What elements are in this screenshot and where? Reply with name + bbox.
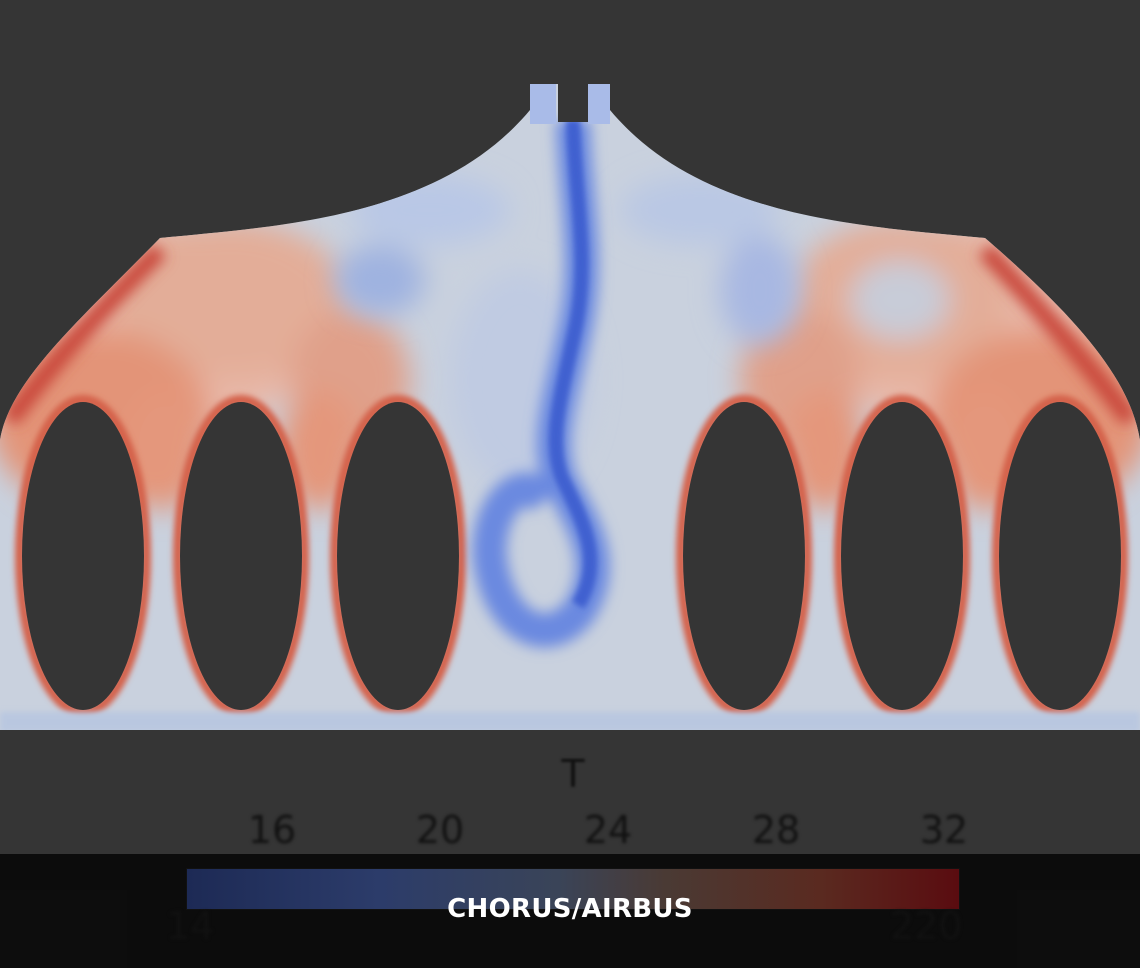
colorbar-tick: 32: [919, 808, 969, 852]
cabin-section: [0, 84, 1140, 730]
cutout-ellipse-1: [22, 402, 144, 710]
colorbar-tick: 28: [751, 808, 801, 852]
cutout-ellipse-6: [999, 402, 1121, 710]
cutout-ellipse-5: [841, 402, 963, 710]
colorbar-tick: 24: [583, 808, 633, 852]
cutout-ellipse-2: [180, 402, 302, 710]
cutout-ellipse-3: [337, 402, 459, 710]
seat-cutouts: [22, 402, 1121, 710]
colorbar-tick: 20: [415, 808, 465, 852]
colorbar-gradient: [186, 868, 960, 910]
colorbar-title: T: [561, 752, 585, 796]
cutout-ellipse-4: [683, 402, 805, 710]
colorbar-tick: 16: [247, 808, 297, 852]
image-credit: CHORUS/AIRBUS: [447, 894, 693, 924]
colorbar-min-label: 14: [166, 904, 215, 948]
colorbar-max-label: 220: [890, 904, 963, 948]
